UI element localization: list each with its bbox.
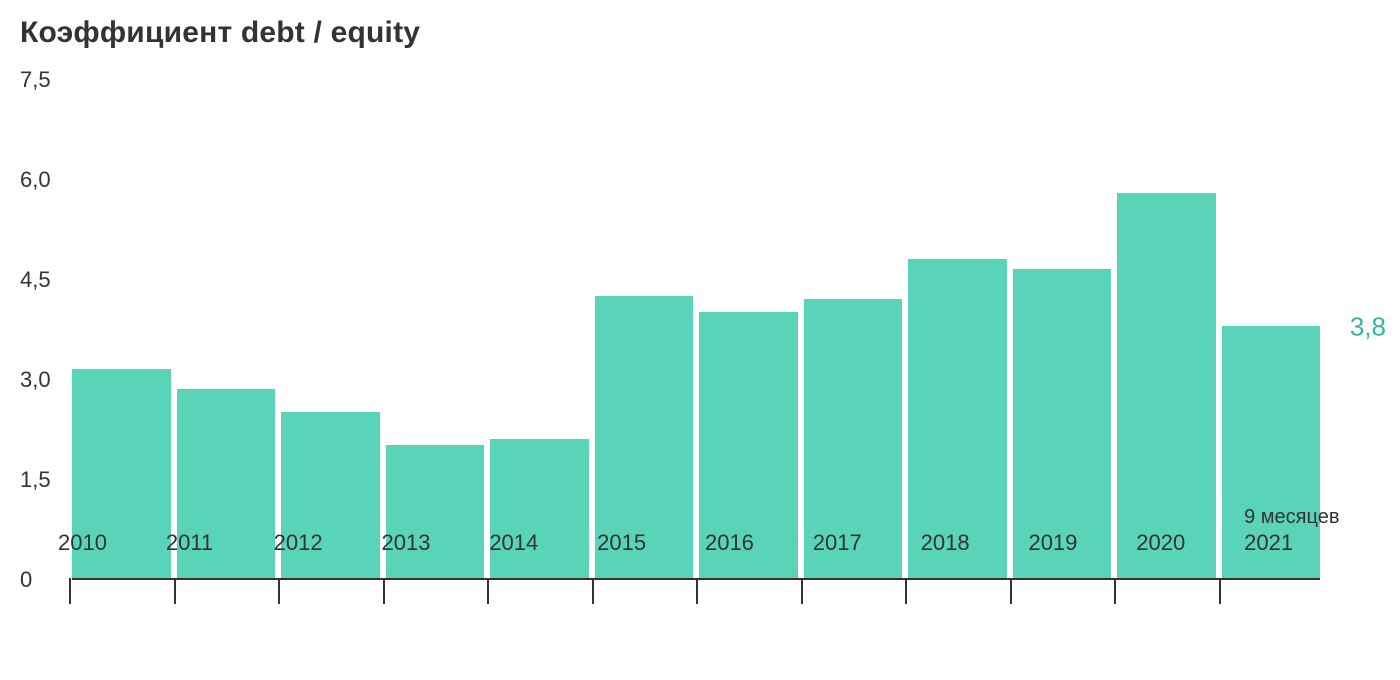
x-category: 2012 [268, 500, 370, 556]
x-tick-mark [592, 578, 691, 604]
y-tick: 7,5 [20, 67, 51, 93]
x-category-label: 2017 [813, 530, 909, 556]
y-tick: 0 [20, 567, 32, 593]
x-category-label: 2012 [274, 530, 370, 556]
x-category: 2015 [591, 500, 693, 556]
y-tick: 6,0 [20, 167, 51, 193]
x-tick-mark [1114, 578, 1213, 604]
x-category: 2014 [483, 500, 585, 556]
x-category: 2013 [375, 500, 477, 556]
x-category-label: 2018 [921, 530, 1017, 556]
x-axis-labels: 2010 2011 2012 2013 2014 2015 2016 2017 2018 2019… [52, 500, 1340, 556]
x-category-label: 2020 [1136, 530, 1232, 556]
x-category-superscript: 9 месяцев [1244, 506, 1339, 529]
x-category: 2016 [699, 500, 801, 556]
last-value-callout: 3,8 [1350, 311, 1386, 342]
x-tick-mark [905, 578, 1004, 604]
x-tick-mark [278, 578, 377, 604]
x-tick-mark [1219, 578, 1318, 604]
x-category: 2018 [915, 500, 1017, 556]
x-tick-mark [696, 578, 795, 604]
x-category-label: 2021 [1244, 530, 1340, 556]
x-category: 2010 [52, 500, 154, 556]
x-tick-mark [383, 578, 482, 604]
x-category-label: 2016 [705, 530, 801, 556]
x-tick-mark [487, 578, 586, 604]
x-category: 2017 [807, 500, 909, 556]
x-tick-mark [801, 578, 900, 604]
x-category: 2011 [160, 500, 262, 556]
y-tick: 3,0 [20, 367, 51, 393]
x-category-label: 2010 [58, 530, 154, 556]
x-category: 2020 [1130, 500, 1232, 556]
x-tick-mark [174, 578, 273, 604]
x-tick-mark [69, 578, 168, 604]
x-category-label: 2014 [489, 530, 585, 556]
x-category-label: 2019 [1028, 530, 1124, 556]
x-category-label: 2013 [381, 530, 477, 556]
x-tick-mark [1010, 578, 1109, 604]
x-category-label: 2011 [166, 530, 262, 556]
chart-container: Коэффициент debt / equity 0 1,5 3,0 4,5 6,0 7… [0, 0, 1400, 680]
x-category: 2019 [1022, 500, 1124, 556]
y-tick: 4,5 [20, 267, 51, 293]
x-category-label: 2015 [597, 530, 693, 556]
y-tick: 1,5 [20, 467, 51, 493]
chart-title: Коэффициент debt / equity [20, 16, 1380, 50]
x-category: 9 месяцев2021 [1238, 500, 1340, 556]
